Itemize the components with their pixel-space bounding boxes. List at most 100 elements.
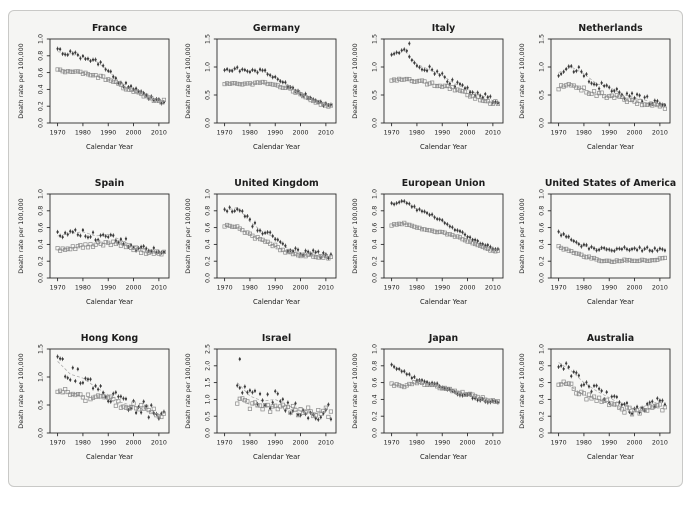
- data-point-filled: [230, 69, 233, 72]
- data-point-open: [652, 258, 657, 263]
- data-point-filled: [562, 232, 565, 236]
- data-point-open: [120, 241, 125, 246]
- x-tick-label: 1970: [216, 130, 232, 137]
- data-point-open: [328, 103, 333, 108]
- y-axis-label: Death rate per 100,000: [17, 353, 25, 428]
- x-tick-label: 2000: [459, 130, 475, 137]
- data-point-filled: [605, 248, 608, 251]
- data-point-filled: [632, 247, 636, 250]
- data-point-filled: [235, 208, 238, 211]
- data-point-filled: [134, 87, 137, 90]
- data-point-open: [444, 386, 449, 391]
- data-point-filled: [430, 213, 433, 216]
- data-point-open: [80, 395, 85, 400]
- data-point-open: [257, 403, 262, 408]
- data-point-filled: [76, 233, 79, 236]
- data-point-open: [409, 78, 414, 84]
- x-tick-label: 1970: [216, 440, 232, 447]
- y-axis-label: Death rate per 100,000: [518, 43, 526, 118]
- data-point-open: [588, 91, 594, 96]
- data-point-filled: [556, 365, 560, 369]
- data-point-open: [323, 253, 328, 259]
- data-point-open: [313, 100, 318, 105]
- data-point-open: [260, 79, 265, 85]
- data-point-filled: [622, 246, 626, 249]
- data-point-open: [80, 245, 85, 250]
- plot-hong-kong: Hong Kong 1970 1980 1990 2000 2010 0.0 0.5 1.0 1.…: [17, 333, 169, 461]
- panel-title: Hong Kong: [80, 333, 137, 344]
- data-point-filled: [296, 248, 299, 251]
- y-tick-label: 0.0: [204, 118, 211, 128]
- data-point-open: [475, 94, 480, 99]
- data-point-filled: [119, 238, 122, 241]
- data-point-open: [626, 257, 632, 263]
- data-point-filled: [453, 228, 456, 232]
- x-tick-label: 2000: [459, 285, 475, 292]
- data-point-filled: [594, 83, 598, 86]
- trend-line-higher-series: [557, 362, 660, 410]
- data-point-filled: [572, 370, 575, 373]
- data-point-open: [272, 82, 277, 87]
- data-point-filled: [101, 391, 104, 394]
- data-point-filled: [584, 243, 588, 247]
- data-point-open: [305, 95, 310, 101]
- data-point-open: [591, 89, 596, 94]
- data-point-filled: [443, 76, 446, 79]
- x-axis-label: Calendar Year: [252, 298, 299, 306]
- data-point-filled: [405, 373, 408, 376]
- data-point-open: [151, 98, 156, 103]
- x-tick-label: 1970: [216, 285, 232, 292]
- points-higher-series: [222, 205, 332, 261]
- y-tick-label: 0.0: [538, 273, 545, 283]
- data-point-open: [285, 85, 290, 90]
- data-point-open: [480, 244, 485, 250]
- data-point-filled: [627, 249, 631, 252]
- data-point-open: [292, 251, 298, 257]
- data-point-open: [115, 399, 120, 404]
- data-point-open: [136, 90, 141, 95]
- data-point-open: [270, 244, 275, 249]
- y-tick-label: 0.6: [37, 223, 44, 233]
- points-lower-series: [389, 379, 500, 404]
- data-point-open: [626, 405, 632, 410]
- x-tick-label: 1970: [383, 130, 399, 137]
- x-tick-label: 1970: [383, 285, 399, 292]
- data-point-filled: [445, 223, 448, 226]
- data-point-open: [125, 87, 131, 92]
- plot-box: [550, 38, 670, 124]
- data-point-filled: [420, 210, 423, 213]
- data-point-filled: [407, 373, 410, 376]
- data-point-open: [485, 398, 490, 403]
- data-point-filled: [579, 384, 583, 387]
- x-tick-label: 1990: [434, 440, 450, 447]
- data-point-open: [100, 74, 105, 79]
- y-tick-label: 0.8: [204, 206, 211, 216]
- data-point-filled: [243, 68, 246, 72]
- data-point-open: [414, 225, 419, 230]
- data-point-filled: [253, 389, 256, 392]
- data-point-open: [153, 413, 158, 418]
- data-point-open: [320, 408, 325, 413]
- data-point-filled: [655, 249, 658, 252]
- data-point-filled: [476, 91, 479, 94]
- data-point-filled: [592, 83, 595, 86]
- data-point-filled: [245, 391, 249, 394]
- data-point-open: [272, 403, 277, 408]
- data-point-filled: [460, 231, 464, 234]
- data-point-open: [606, 94, 611, 99]
- data-point-open: [300, 410, 305, 416]
- data-point-open: [270, 82, 275, 87]
- data-point-open: [604, 258, 609, 263]
- data-point-filled: [111, 392, 114, 395]
- data-point-open: [659, 256, 664, 261]
- data-point-filled: [597, 387, 600, 390]
- data-point-open: [594, 93, 599, 98]
- data-point-open: [624, 99, 629, 104]
- plot-european-union: European Union 1970 1980 1990 2000 2010 0.0 0.2…: [351, 178, 503, 306]
- data-point-filled: [463, 233, 466, 236]
- data-point-open: [616, 259, 621, 264]
- x-tick-label: 1980: [74, 440, 90, 447]
- data-point-open: [72, 392, 77, 398]
- data-point-open: [161, 249, 166, 254]
- data-point-open: [424, 227, 429, 233]
